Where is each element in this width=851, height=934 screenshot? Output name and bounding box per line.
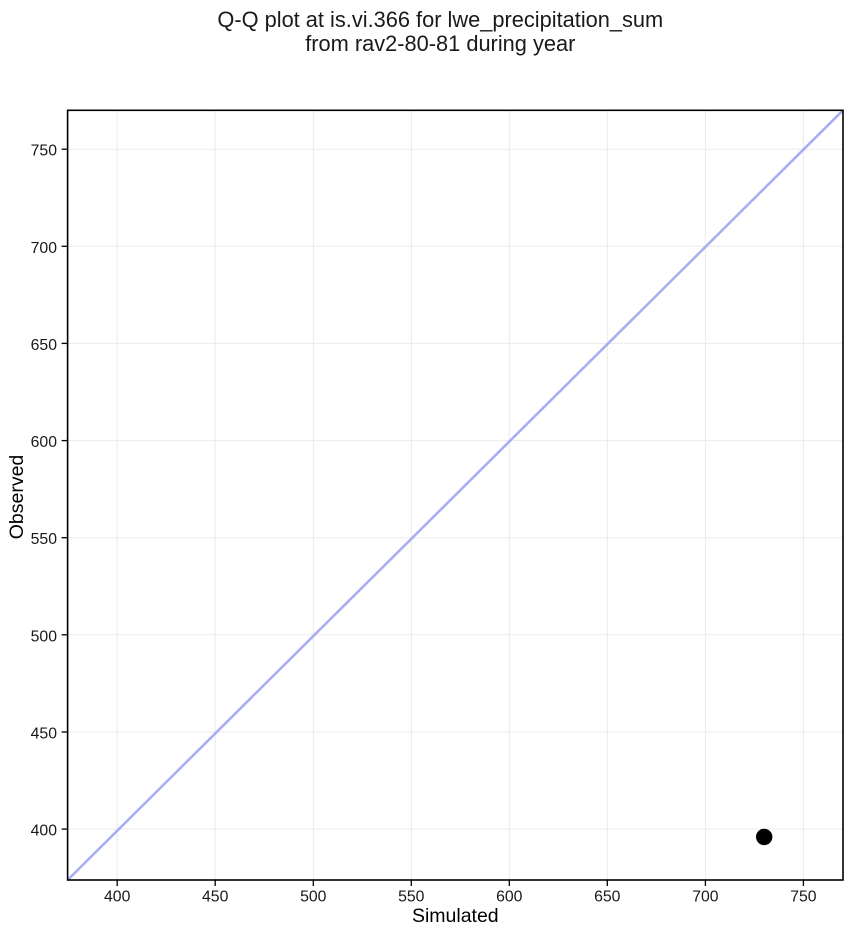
svg-text:600: 600 xyxy=(31,434,58,451)
svg-text:700: 700 xyxy=(31,240,58,257)
svg-text:750: 750 xyxy=(31,143,58,160)
svg-text:400: 400 xyxy=(104,889,131,906)
svg-text:650: 650 xyxy=(594,889,621,906)
svg-text:700: 700 xyxy=(692,889,719,906)
svg-text:500: 500 xyxy=(31,628,58,645)
svg-text:400: 400 xyxy=(31,823,58,840)
svg-text:750: 750 xyxy=(790,889,817,906)
svg-text:550: 550 xyxy=(398,889,425,906)
svg-text:450: 450 xyxy=(202,889,229,906)
svg-text:550: 550 xyxy=(31,531,58,548)
svg-text:650: 650 xyxy=(31,337,58,354)
svg-text:Observed: Observed xyxy=(6,455,28,540)
svg-text:600: 600 xyxy=(496,889,523,906)
svg-text:Simulated: Simulated xyxy=(412,905,499,927)
svg-text:450: 450 xyxy=(31,725,58,742)
svg-text:500: 500 xyxy=(300,889,327,906)
